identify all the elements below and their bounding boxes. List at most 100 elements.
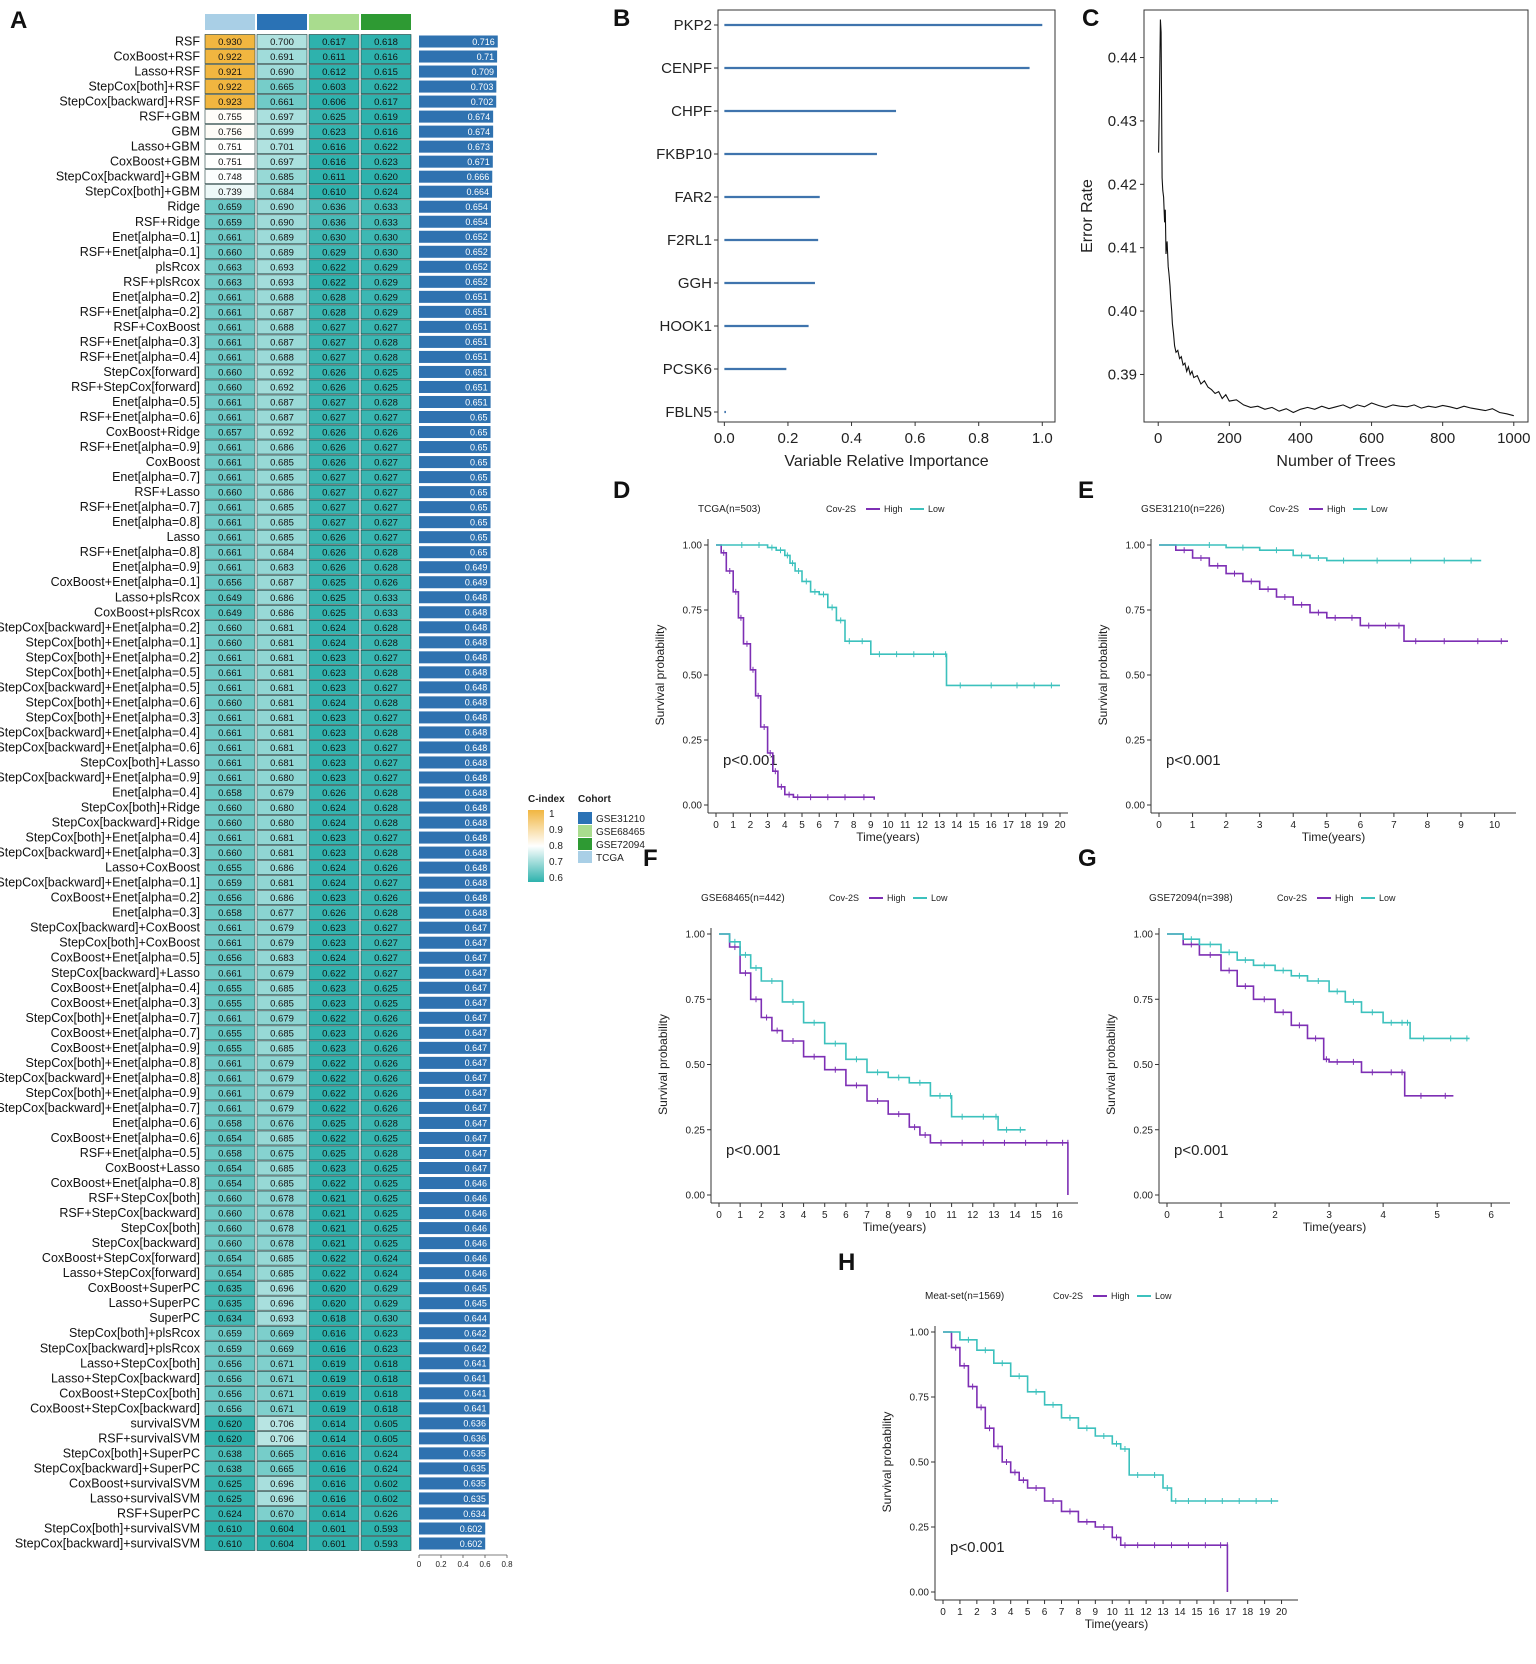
heatmap-cell [256,1521,308,1536]
heatmap-cell [360,424,412,440]
mean-bar-label: 0.652 [465,232,488,242]
cell-value: 0.605 [374,1419,398,1430]
heatmap-cell [360,1190,412,1206]
mean-bar [419,1372,490,1385]
y-tick-label: 0.25 [910,1523,930,1534]
heatmap-cell [256,965,308,981]
cell-value: 0.593 [374,1539,398,1550]
cell-value: 0.629 [374,1284,398,1295]
heatmap-cell [256,1115,308,1131]
heatmap-cell [308,589,360,605]
heatmap-cell [360,1130,412,1146]
cell-value: 0.601 [322,1524,346,1535]
mean-bar-label: 0.648 [465,848,488,858]
heatmap-cell [360,1521,412,1536]
cell-value: 0.681 [270,878,294,889]
cell-value: 0.611 [322,52,345,63]
cell-value: 0.605 [374,1434,398,1445]
heatmap-cell [204,1265,256,1281]
heatmap-cell [204,875,256,890]
model-label: CoxBoost+SuperPC [88,1281,200,1295]
cell-value: 0.670 [270,1509,294,1520]
y-tick-label: 0.00 [683,801,703,812]
cell-value: 0.686 [270,608,294,619]
cell-value: 0.627 [374,322,398,333]
y-axis-label: Error Rate [1079,179,1096,253]
y-tick-label: 1.00 [686,930,706,941]
x-tick-label: 3 [1257,820,1263,831]
cell-value: 0.628 [374,548,398,559]
heatmap-cell [308,725,360,740]
km-title: Meat-set(n=1569) [925,1291,1004,1302]
heatmap-cell [256,319,308,335]
mean-bar [419,1387,490,1400]
model-label: Lasso [167,530,200,544]
x-tick-label: 6 [816,820,822,831]
cell-value: 0.679 [270,968,294,979]
heatmap-cell [360,1070,412,1086]
heatmap-cell [308,1340,360,1356]
mean-bar [419,1207,491,1220]
heatmap-cell [308,680,360,695]
cell-value: 0.628 [374,788,398,799]
heatmap-cell [204,1235,256,1251]
cell-value: 0.681 [270,683,294,694]
heatmap-cell [308,890,360,905]
x-tick-label: 16 [986,820,998,831]
mean-bar-label: 0.65 [470,548,488,558]
heatmap-cell [204,1476,256,1491]
heatmap-cell [360,800,412,815]
heatmap-cell [204,710,256,725]
cell-value: 0.681 [270,758,294,769]
heatmap-cell [308,49,360,64]
mean-bar [419,501,491,514]
mean-bar-label: 0.716 [472,37,495,47]
cell-value: 0.685 [270,1133,294,1144]
model-label: CoxBoost+Enet[alpha=0.2] [51,891,200,905]
heatmap-cell [360,1145,412,1161]
heatmap-cell [360,695,412,710]
mean-bar-label: 0.644 [464,1314,487,1324]
heatmap-cell [256,980,308,996]
cell-value: 0.622 [322,1269,346,1280]
heatmap-cell [256,830,308,845]
cell-value: 0.628 [374,908,398,919]
heatmap-cell [256,1536,308,1551]
heatmap-cell [308,259,360,275]
heatmap-cell [360,529,412,545]
y-tick-label: 0.41 [1108,240,1137,257]
heatmap-cell [204,890,256,905]
x-axis-label: Time(years) [863,1220,927,1234]
mean-bar-label: 0.647 [465,1043,488,1053]
heatmap-cell [204,544,256,560]
cell-value: 0.661 [218,1088,242,1099]
heatmap-cell [360,1250,412,1266]
mean-bar [419,200,491,213]
x-tick-label: 1 [737,1210,743,1221]
model-label: Enet[alpha=0.9] [112,560,200,574]
cell-value: 0.621 [322,1194,346,1205]
x-tick-label: 7 [1059,1607,1065,1618]
cell-value: 0.635 [218,1299,242,1310]
cell-value: 0.661 [218,322,242,333]
mean-bar [419,1192,491,1205]
cell-value: 0.687 [270,307,294,318]
km-legend-label: High [1335,893,1354,903]
km-curve-high [716,544,875,800]
km-curve-low [943,1331,1279,1502]
km-title: GSE31210(n=226) [1141,504,1225,515]
mean-bar-label: 0.641 [464,1404,487,1414]
x-tick-label: 0.2 [778,430,799,447]
model-label: CoxBoost+Enet[alpha=0.4] [51,981,200,995]
cell-value: 0.619 [322,1359,346,1370]
mean-bar [419,125,494,138]
heatmap-cell [308,184,360,200]
cell-value: 0.626 [374,428,398,439]
cell-value: 0.623 [374,157,398,168]
cell-value: 0.660 [218,488,242,499]
km-legend-title: Cov-2S [829,893,859,903]
x-tick-label: 6 [1358,820,1364,831]
cell-value: 0.625 [322,578,346,589]
x-tick-label: 4 [1008,1607,1014,1618]
model-label: StepCox[both]+Lasso [80,755,200,769]
